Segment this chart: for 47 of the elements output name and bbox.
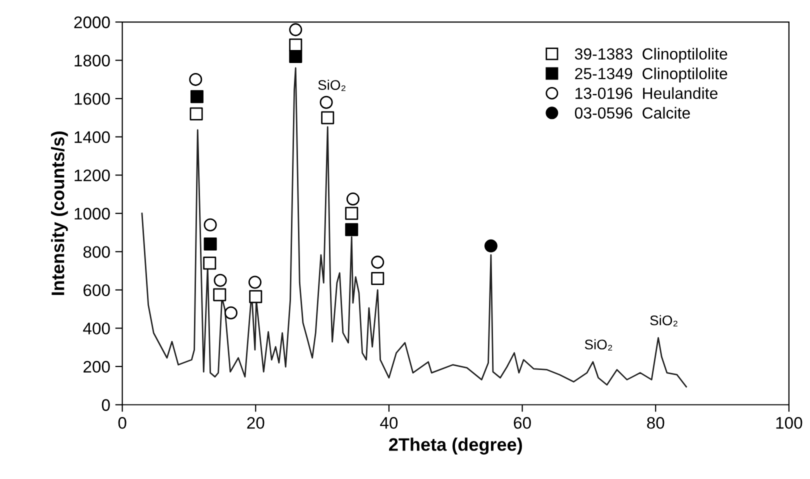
point bbox=[190, 107, 203, 120]
point bbox=[189, 72, 202, 86]
point bbox=[204, 238, 217, 251]
legend-label: 03-0596 Calcite bbox=[574, 106, 690, 119]
y-tick-label: 600 bbox=[84, 284, 110, 296]
y-tick-label: 1200 bbox=[74, 170, 110, 182]
y-tick-label: 1800 bbox=[74, 54, 110, 67]
x-tick-label: 0 bbox=[118, 417, 126, 429]
point bbox=[224, 306, 238, 320]
x-tick-label: 100 bbox=[776, 417, 802, 429]
y-axis-title: Intensity (counts/s) bbox=[51, 132, 68, 295]
annotation: SiO₂ bbox=[650, 315, 678, 326]
y-tick-label: 1000 bbox=[74, 208, 110, 220]
y-tick-label: 400 bbox=[83, 322, 110, 334]
legend-label: 25-1349 Clinoptilolite bbox=[575, 68, 728, 82]
x-tick-label: 80 bbox=[647, 417, 664, 429]
point bbox=[346, 192, 360, 206]
legend-label: 13-0196 Heulandite bbox=[576, 87, 718, 99]
point bbox=[484, 239, 498, 252]
y-tick-label: 2000 bbox=[74, 16, 110, 28]
point bbox=[320, 96, 333, 109]
y-tick-label: 200 bbox=[84, 360, 110, 373]
point bbox=[213, 288, 226, 302]
y-tick-label: 0 bbox=[102, 399, 110, 411]
point bbox=[289, 50, 302, 63]
point bbox=[249, 290, 262, 304]
x-tick-label: 40 bbox=[380, 417, 398, 429]
point bbox=[345, 206, 358, 220]
y-tick-label: 1600 bbox=[74, 92, 110, 105]
point bbox=[204, 218, 217, 232]
point bbox=[203, 256, 216, 270]
x-tick-label: 20 bbox=[247, 417, 264, 429]
point bbox=[371, 272, 384, 285]
x-axis-title: 2Theta (degree) bbox=[389, 438, 522, 455]
point bbox=[248, 276, 262, 289]
annotation: SiO₂ bbox=[318, 80, 346, 91]
point bbox=[190, 90, 204, 104]
point bbox=[321, 111, 334, 124]
legend-label: 39-1383 Clinoptilolite bbox=[574, 48, 728, 63]
point bbox=[289, 23, 302, 36]
point bbox=[214, 274, 227, 287]
annotation: SiO₂ bbox=[584, 339, 612, 350]
x-tick-label: 60 bbox=[514, 417, 531, 429]
point bbox=[345, 223, 358, 236]
y-tick-label: 1400 bbox=[74, 131, 110, 144]
y-tick-label: 800 bbox=[83, 246, 110, 258]
point bbox=[371, 256, 384, 269]
